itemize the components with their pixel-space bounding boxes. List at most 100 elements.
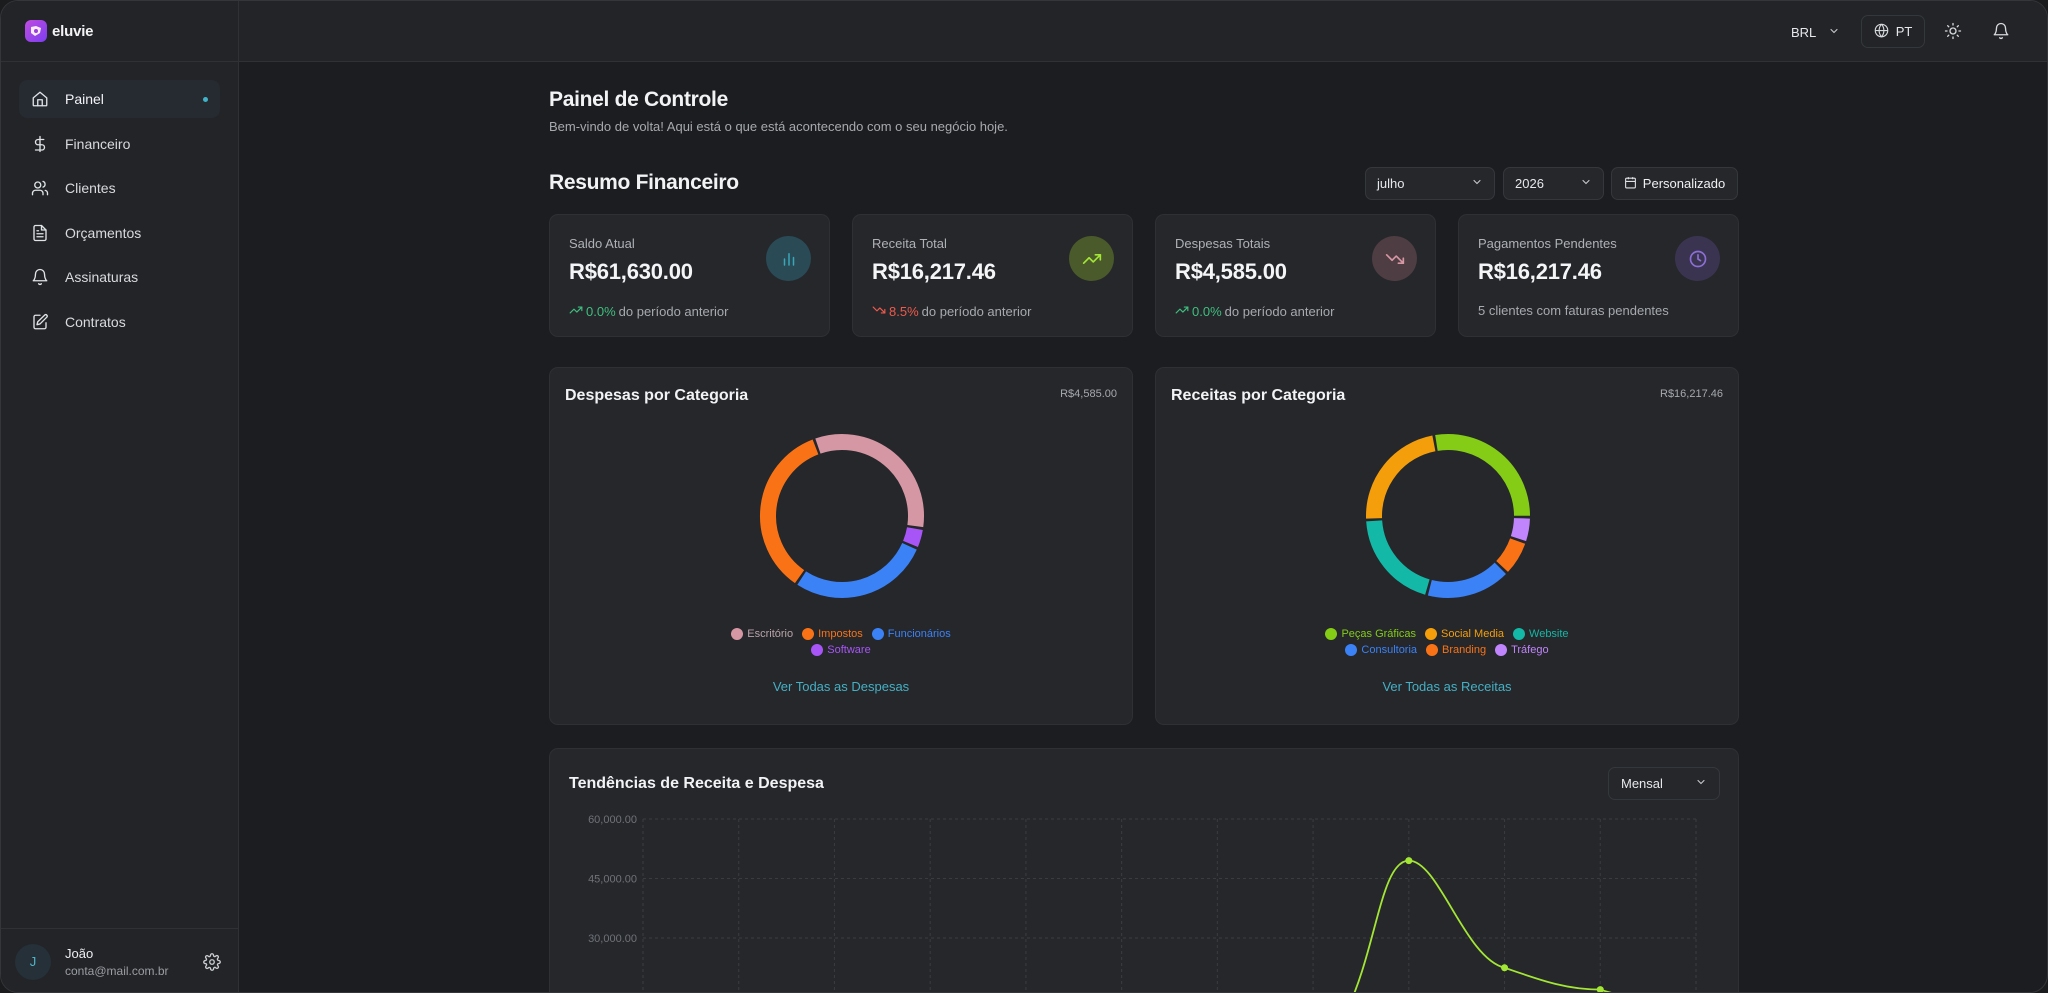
legend-label: Funcionários xyxy=(887,628,951,640)
calendar-icon xyxy=(1624,176,1637,192)
donut-slice-pecas-graficas[interactable] xyxy=(1435,434,1530,517)
active-indicator xyxy=(203,97,208,102)
donut-slice-branding[interactable] xyxy=(1496,538,1526,572)
kpi-change: 0.0% xyxy=(586,304,616,319)
kpi-footer: 8.5% do período anterior xyxy=(872,303,1032,320)
legend-label: Website xyxy=(1529,628,1569,640)
legend-item[interactable]: Escritório xyxy=(731,628,793,640)
sidebar-item-painel[interactable]: Painel xyxy=(19,80,220,118)
users-icon xyxy=(31,179,49,197)
view-all-revenue-link[interactable]: Ver Todas as Receitas xyxy=(1382,679,1512,694)
revenue-legend: Peças Gráficas Social Media Website Cons… xyxy=(1156,628,1738,660)
trending-down-icon xyxy=(1372,236,1417,281)
legend-item[interactable]: Consultoria xyxy=(1345,644,1417,656)
year-value: 2026 xyxy=(1515,176,1544,191)
month-value: julho xyxy=(1377,176,1405,191)
legend-label: Peças Gráficas xyxy=(1341,628,1417,640)
legend-swatch xyxy=(1513,628,1526,640)
sidebar-item-assinaturas[interactable]: Assinaturas xyxy=(19,258,220,296)
data-point[interactable] xyxy=(1501,964,1509,972)
document-icon xyxy=(31,224,49,242)
legend-item[interactable]: Peças Gráficas xyxy=(1325,628,1416,640)
legend-item[interactable]: Impostos xyxy=(802,628,863,640)
chevron-down-icon xyxy=(1471,176,1483,191)
chevron-down-icon xyxy=(1695,776,1707,791)
sidebar-item-orcamentos[interactable]: Orçamentos xyxy=(19,214,220,252)
currency-select[interactable]: BRL xyxy=(1791,21,1840,43)
donut-slice-consultoria[interactable] xyxy=(1427,562,1506,598)
kpi-suffix: do período anterior xyxy=(921,304,1032,319)
kpi-label: Saldo Atual xyxy=(569,236,635,251)
gear-icon[interactable] xyxy=(203,953,221,971)
view-all-expenses-link[interactable]: Ver Todas as Despesas xyxy=(772,679,910,694)
kpi-label: Pagamentos Pendentes xyxy=(1478,236,1617,251)
y-tick-label: 60,000.00 xyxy=(588,814,637,826)
donut-slice-impostos[interactable] xyxy=(760,439,819,584)
data-point[interactable] xyxy=(1596,986,1604,993)
sidebar: eluvie Painel Financeiro Clientes xyxy=(1,1,239,992)
logo[interactable]: eluvie xyxy=(1,1,238,62)
expenses-legend: Escritório Impostos Funcionários Softwar… xyxy=(550,628,1132,660)
kpi-footer: 0.0% do período anterior xyxy=(569,303,729,320)
kpi-suffix: do período anterior xyxy=(618,304,729,319)
custom-period-button[interactable]: Personalizado xyxy=(1611,167,1738,200)
period-value: Mensal xyxy=(1621,776,1663,791)
user-name: João xyxy=(65,945,94,961)
donut-slice-software[interactable] xyxy=(903,527,923,547)
year-select[interactable]: 2026 xyxy=(1503,167,1604,200)
custom-period-label: Personalizado xyxy=(1642,176,1726,191)
legend-item[interactable]: Branding xyxy=(1426,644,1486,656)
legend-label: Escritório xyxy=(747,628,794,640)
sun-icon[interactable] xyxy=(1944,22,1962,40)
section-title: Resumo Financeiro xyxy=(549,171,739,194)
sidebar-item-contratos[interactable]: Contratos xyxy=(19,303,220,341)
donut-slice-escritorio[interactable] xyxy=(815,434,924,528)
kpi-label: Despesas Totais xyxy=(1175,236,1271,251)
kpi-card-saldo: Saldo Atual R$61,630.00 0.0% do período … xyxy=(549,214,830,337)
globe-icon xyxy=(1874,23,1889,41)
kpi-value: R$4,585.00 xyxy=(1175,259,1287,284)
month-select[interactable]: julho xyxy=(1365,167,1495,200)
sidebar-item-financeiro[interactable]: Financeiro xyxy=(19,125,220,163)
kpi-label: Receita Total xyxy=(872,236,947,251)
notification-bell-icon[interactable] xyxy=(1992,22,2010,40)
legend-swatch xyxy=(1325,628,1338,640)
legend-swatch xyxy=(731,628,744,640)
kpi-footer: 0.0% do período anterior xyxy=(1175,303,1335,320)
donut-slice-website[interactable] xyxy=(1366,520,1430,595)
legend-item[interactable]: Tráfego xyxy=(1495,644,1549,656)
kpi-value: R$61,630.00 xyxy=(569,259,693,284)
user-profile[interactable]: J João conta@mail.com.br xyxy=(1,928,239,992)
donut-slice-funcionarios[interactable] xyxy=(797,542,917,598)
card-total: R$16,217.46 xyxy=(1660,388,1723,400)
kpi-value: R$16,217.46 xyxy=(1478,259,1602,284)
legend-item[interactable]: Software xyxy=(811,644,871,656)
logo-icon xyxy=(25,20,47,42)
chevron-down-icon xyxy=(1580,176,1592,191)
sidebar-item-label: Clientes xyxy=(65,180,116,197)
y-tick-label: 45,000.00 xyxy=(588,874,637,886)
legend-label: Impostos xyxy=(818,628,863,640)
donut-slice-trafego[interactable] xyxy=(1510,517,1530,542)
legend-item[interactable]: Website xyxy=(1513,628,1569,640)
card-title: Receitas por Categoria xyxy=(1171,387,1346,404)
kpi-value: R$16,217.46 xyxy=(872,259,996,284)
expenses-donut-chart xyxy=(760,434,924,598)
sidebar-item-label: Contratos xyxy=(65,313,126,330)
legend-item[interactable]: Funcionários xyxy=(871,628,951,640)
card-title: Tendências de Receita e Despesa xyxy=(569,775,824,792)
topbar: BRL PT xyxy=(239,1,2047,62)
page-subtitle: Bem-vindo de volta! Aqui está o que está… xyxy=(549,119,1008,134)
bell-icon xyxy=(31,268,49,286)
period-select[interactable]: Mensal xyxy=(1608,767,1720,800)
trending-up-icon xyxy=(1175,303,1189,320)
legend-swatch xyxy=(1426,644,1439,656)
donut-slice-social-media[interactable] xyxy=(1366,435,1436,519)
dollar-icon xyxy=(31,135,49,153)
legend-item[interactable]: Social Media xyxy=(1425,628,1504,640)
sidebar-item-clientes[interactable]: Clientes xyxy=(19,169,220,207)
data-point[interactable] xyxy=(1405,857,1413,865)
language-button[interactable]: PT xyxy=(1861,15,1925,48)
trending-up-icon xyxy=(569,303,583,320)
